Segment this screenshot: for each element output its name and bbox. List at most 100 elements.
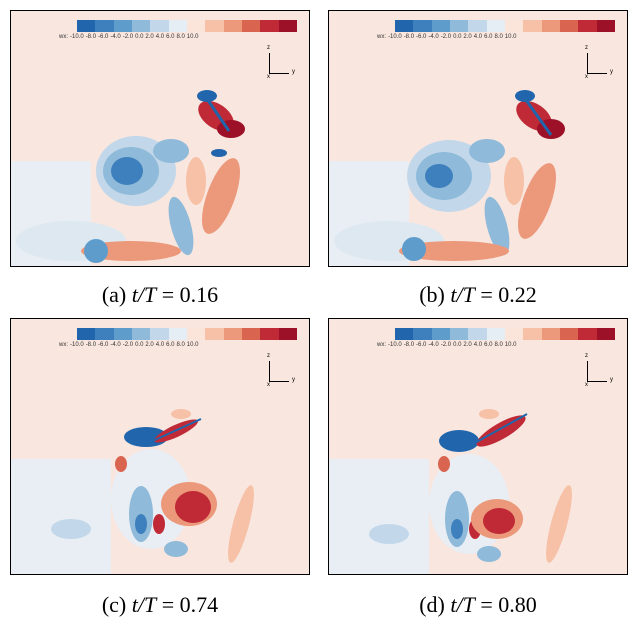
colorbar-swatch xyxy=(150,328,169,340)
colorbar-swatch xyxy=(468,328,487,340)
colorbar-tick: 2.0 xyxy=(145,34,154,40)
colorbar-swatch xyxy=(77,328,96,340)
caption-variable: t/T xyxy=(131,592,157,617)
colorbar-tick: 4.0 xyxy=(155,342,165,348)
colorbar-tick: -4.0 xyxy=(110,34,121,40)
caption-prefix: (c) xyxy=(101,592,132,617)
colorbar-swatch xyxy=(168,328,187,340)
colorbar-swatch xyxy=(278,20,297,32)
colorbar-tick: 8.0 xyxy=(176,34,185,40)
colorbar-swatch xyxy=(205,20,224,32)
axis-y-label: y xyxy=(292,377,295,383)
colorbar-swatch xyxy=(413,328,432,340)
colorbar-swatch xyxy=(77,20,96,32)
caption-value: 0.22 xyxy=(498,282,537,307)
axis-y-line xyxy=(269,381,289,382)
caption-d: (d) t/T = 0.80 xyxy=(328,592,628,618)
colorbar-tick: 8.0 xyxy=(176,342,185,348)
caption-a: (a) t/T = 0.16 xyxy=(10,282,310,308)
colorbar-swatch xyxy=(541,20,560,32)
colorbar-swatch xyxy=(449,20,469,32)
axis-x-label: x xyxy=(267,74,270,80)
colorbar-swatch xyxy=(131,20,151,32)
colorbar-swatch xyxy=(260,328,279,340)
colorbar-swatch xyxy=(260,20,279,32)
colorbar-swatch xyxy=(95,20,114,32)
colorbar-tick: -6.0 xyxy=(416,342,427,348)
colorbar-swatch xyxy=(223,20,242,32)
axis-z-line xyxy=(587,53,588,73)
colorbar-swatch xyxy=(395,328,414,340)
colorbar-swatch xyxy=(395,20,414,32)
axis-z-line xyxy=(269,361,270,381)
caption-c: (c) t/T = 0.74 xyxy=(10,592,310,618)
colorbar-swatch xyxy=(596,20,615,32)
axis-z-line xyxy=(587,361,588,381)
colorbar-tick: 4.0 xyxy=(155,34,165,40)
axis-y-line xyxy=(269,73,289,74)
colorbar-tick-row: wx: -10.0 -8.0 -6.0 -4.0 -2.0 0.0 2.0 4.… xyxy=(377,34,622,40)
colorbar-tick: -8.0 xyxy=(85,34,97,40)
colorbar-swatch xyxy=(431,328,450,340)
colorbar-tick: -8.0 xyxy=(403,34,415,40)
axis-y-line xyxy=(587,381,607,382)
vorticity-plot-a: wx: -10.0 -8.0 -6.0 -4.0 -2.0 0.0 2.0 4.… xyxy=(10,10,310,267)
colorbar-tick-row: wx: -10.0 -8.0 -6.0 -4.0 -2.0 0.0 2.0 4.… xyxy=(377,342,622,348)
colorbar-tick: 0.0 xyxy=(453,342,462,348)
axis-x-label: x xyxy=(585,74,588,80)
colorbar-swatch xyxy=(486,328,505,340)
colorbar-d xyxy=(395,328,615,340)
vorticity-plot-d: wx: -10.0 -8.0 -6.0 -4.0 -2.0 0.0 2.0 4.… xyxy=(328,318,628,575)
colorbar-tick: -6.0 xyxy=(98,342,109,348)
colorbar-tick: 0.0 xyxy=(135,342,144,348)
colorbar-variable-label: wx: xyxy=(377,34,386,40)
axis-z-label: z xyxy=(267,353,270,359)
colorbar-swatch xyxy=(113,20,132,32)
caption-b: (b) t/T = 0.22 xyxy=(328,282,628,308)
caption-equals: = xyxy=(474,592,499,617)
vorticity-field-b xyxy=(329,11,627,266)
colorbar-swatch xyxy=(278,328,297,340)
caption-variable: t/T xyxy=(450,282,475,307)
axes-triad-c: z y x xyxy=(267,353,301,389)
vorticity-field-d xyxy=(329,319,627,574)
caption-prefix: (a) xyxy=(101,282,132,307)
colorbar-tick-row: wx: -10.0 -8.0 -6.0 -4.0 -2.0 0.0 2.0 4.… xyxy=(59,342,304,348)
colorbar-swatch xyxy=(223,328,242,340)
colorbar-swatch xyxy=(95,328,114,340)
axis-x-label: x xyxy=(585,382,588,388)
axis-z-line xyxy=(269,53,270,73)
colorbar-tick: -2.0 xyxy=(122,342,134,348)
colorbar-tick: -4.0 xyxy=(428,342,439,348)
caption-value: 0.16 xyxy=(179,282,219,307)
colorbar-swatch xyxy=(523,20,542,32)
colorbar-tick-row: wx: -10.0 -8.0 -6.0 -4.0 -2.0 0.0 2.0 4.… xyxy=(59,34,304,40)
axis-y-label: y xyxy=(610,69,613,75)
colorbar-tick: -2.0 xyxy=(122,34,134,40)
axes-triad-a: z y x xyxy=(267,45,301,81)
vorticity-field-c xyxy=(11,319,309,574)
colorbar-tick: 6.0 xyxy=(166,34,175,40)
colorbar-tick: 0.0 xyxy=(453,34,462,40)
colorbar-tick: -4.0 xyxy=(428,34,439,40)
colorbar-variable-label: wx: xyxy=(59,342,68,348)
axis-y-label: y xyxy=(610,377,613,383)
axis-y-label: y xyxy=(292,69,295,75)
colorbar-tick: -6.0 xyxy=(98,34,109,40)
colorbar-tick: -8.0 xyxy=(403,342,415,348)
colorbar-variable-label: wx: xyxy=(377,342,386,348)
colorbar-tick: 10.0 xyxy=(504,342,517,348)
colorbar-variable-label: wx: xyxy=(59,34,68,40)
caption-equals: = xyxy=(156,592,180,617)
colorbar-tick: 10.0 xyxy=(504,34,517,40)
colorbar-swatch xyxy=(241,20,261,32)
colorbar-tick: -10.0 xyxy=(388,34,402,40)
colorbar-tick: -10.0 xyxy=(70,342,84,348)
colorbar-tick: 10.0 xyxy=(186,34,199,40)
colorbar-tick: -6.0 xyxy=(416,34,427,40)
colorbar-tick: 2.0 xyxy=(463,34,472,40)
colorbar-tick: 0.0 xyxy=(135,34,144,40)
axis-x-label: x xyxy=(267,382,270,388)
colorbar-swatch xyxy=(559,328,579,340)
colorbar-c xyxy=(77,328,297,340)
